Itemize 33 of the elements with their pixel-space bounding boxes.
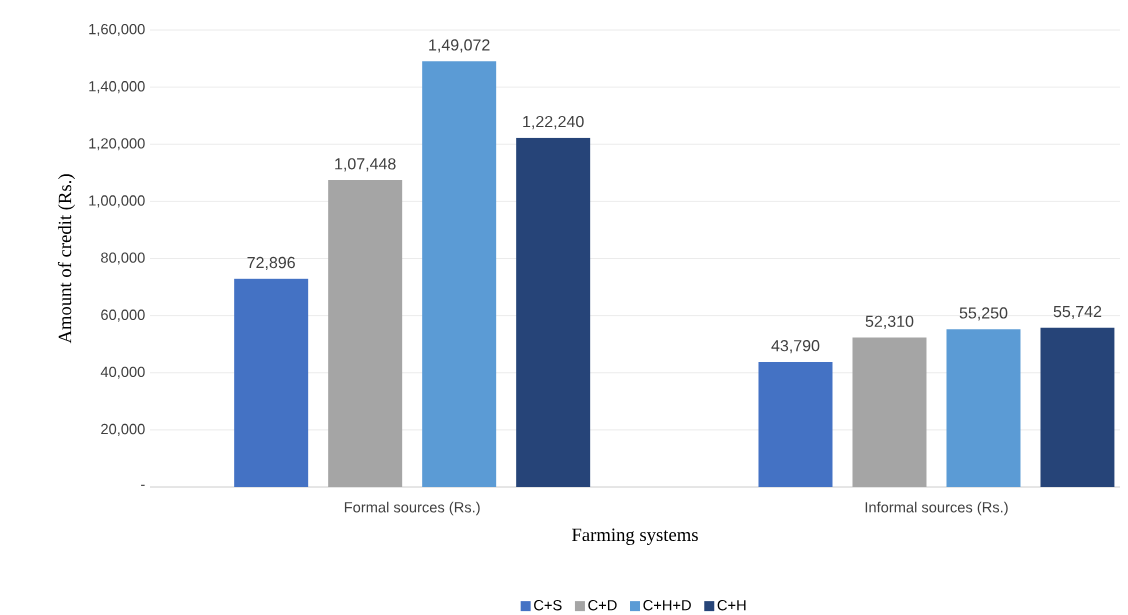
y-tick-label: 20,000 — [101, 423, 145, 436]
y-tick-label: 60,000 — [101, 309, 145, 322]
data-label: 55,250 — [959, 307, 1008, 321]
y-axis-title: Amount of credit (Rs.) — [57, 174, 76, 344]
y-tick-label: 1,60,000 — [89, 23, 145, 37]
data-label: 1,22,240 — [523, 115, 584, 130]
bar — [328, 180, 403, 487]
data-label: 72,896 — [247, 256, 295, 271]
y-tick-label: 1,20,000 — [89, 138, 145, 151]
bar — [758, 361, 833, 487]
data-label: 52,310 — [865, 315, 914, 329]
bar — [234, 278, 309, 487]
data-label: 1,49,072 — [429, 39, 490, 53]
bar — [422, 61, 497, 487]
legend-label: C+H+D — [643, 600, 691, 611]
bar — [1040, 327, 1115, 487]
y-tick-label: - — [141, 484, 145, 486]
bar — [946, 329, 1021, 487]
y-tick-label: 40,000 — [100, 366, 145, 379]
bar — [516, 137, 591, 487]
legend-label: C+D — [588, 600, 617, 611]
data-label: 43,790 — [771, 340, 820, 354]
x-axis-title: Farming systems — [572, 528, 698, 545]
legend-label: C+S — [534, 600, 562, 611]
x-tick-label: Informal sources (Rs.) — [865, 501, 1008, 516]
y-tick-label: 1,40,000 — [89, 81, 145, 94]
bar — [852, 337, 927, 487]
y-tick-label: 80,000 — [101, 252, 145, 265]
x-tick-label: Formal sources (Rs.) — [344, 501, 480, 516]
data-label: 1,07,448 — [335, 158, 396, 172]
data-label: 55,742 — [1053, 305, 1102, 320]
legend-label: C+H — [717, 600, 746, 611]
y-tick-label: 1,00,000 — [89, 195, 145, 208]
